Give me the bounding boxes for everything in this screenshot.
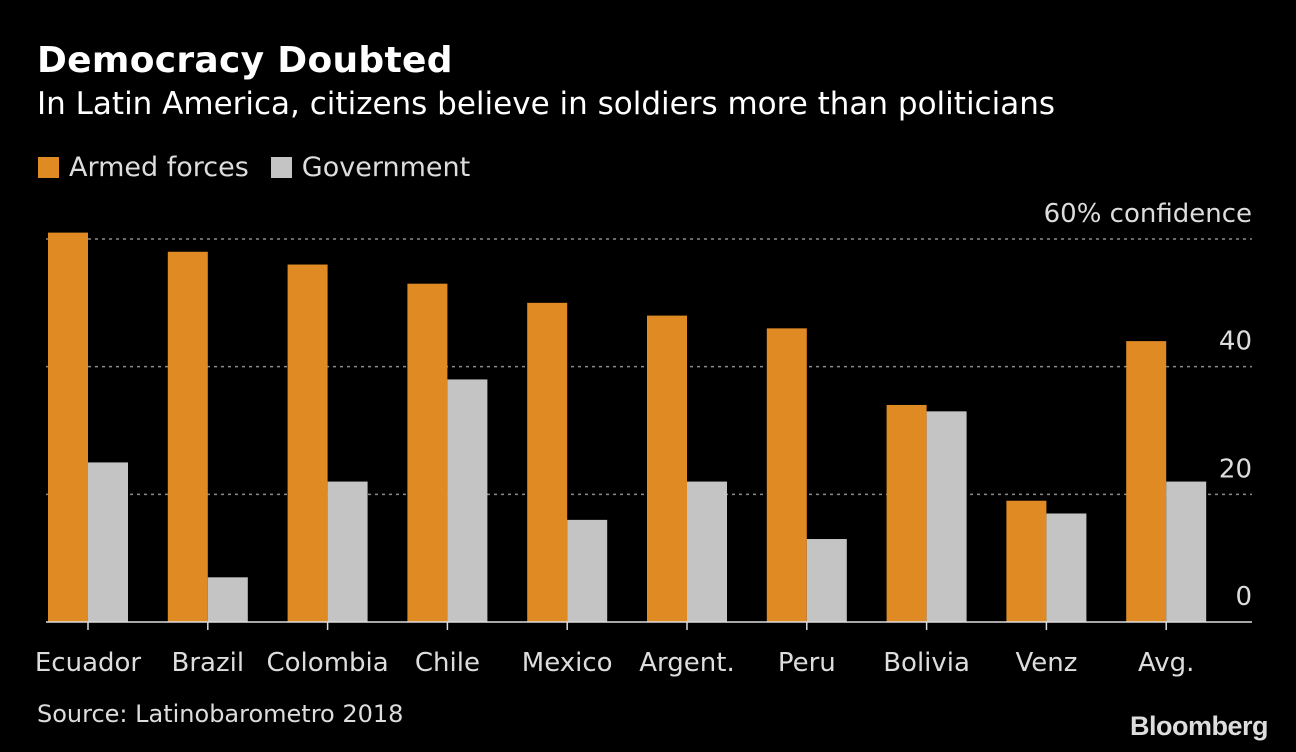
bar-armed-forces-brazil (167, 251, 208, 622)
bar-government-bolivia (926, 411, 967, 622)
bloomberg-logo: Bloomberg (1129, 711, 1269, 741)
x-tick-label: Bolivia (883, 648, 970, 678)
legend-label-government: Government (301, 152, 471, 183)
bar-armed-forces-avg (1126, 341, 1167, 622)
legend-item-government: Government (270, 152, 471, 183)
x-tick-label: Mexico (522, 648, 613, 678)
y-tick-label-60: 60% confidence (1044, 199, 1252, 229)
bar-government-ecuador (88, 462, 128, 622)
bar-armed-forces-colombia (287, 264, 328, 622)
x-tick-label: Argent. (639, 648, 734, 678)
bar-armed-forces-chile (407, 283, 448, 622)
legend-label-armed-forces: Armed forces (69, 152, 249, 183)
bar-government-avg (1166, 481, 1207, 622)
y-tick-label-0: 0 (1235, 582, 1252, 612)
bar-armed-forces-mexico (527, 302, 568, 622)
bar-government-chile (447, 379, 488, 622)
x-tick-label: Avg. (1138, 648, 1194, 678)
chart-title: Democracy Doubted (37, 40, 453, 81)
bar-armed-forces-venz (1006, 500, 1047, 622)
x-tick-label: Brazil (172, 648, 245, 678)
bar-government-venz (1046, 513, 1087, 622)
y-tick-label-20: 20 (1219, 454, 1252, 484)
chart-subtitle: In Latin America, citizens believe in so… (37, 86, 1056, 122)
bar-armed-forces-bolivia (886, 404, 927, 622)
legend: Armed forces Government (38, 152, 492, 183)
y-tick-label-40: 40 (1219, 327, 1252, 357)
x-tick-label: Colombia (267, 648, 389, 678)
bar-government-brazil (207, 577, 248, 622)
x-tick-label: Chile (415, 648, 480, 678)
bar-government-peru (806, 539, 847, 622)
bar-armed-forces-peru (766, 328, 807, 622)
x-tick-label: Ecuador (35, 648, 142, 678)
legend-swatch-armed-forces (38, 157, 59, 178)
x-tick-label: Peru (778, 648, 836, 678)
bar-government-argent (687, 481, 727, 622)
bar-armed-forces-argent (647, 315, 687, 622)
legend-swatch-government (270, 157, 292, 178)
legend-item-armed-forces: Armed forces (38, 152, 249, 183)
bar-armed-forces-ecuador (48, 232, 88, 622)
x-tick-label: Venz (1015, 648, 1077, 678)
bar-government-mexico (567, 519, 608, 622)
source-note: Source: Latinobarometro 2018 (37, 700, 404, 728)
bar-government-colombia (327, 481, 368, 622)
